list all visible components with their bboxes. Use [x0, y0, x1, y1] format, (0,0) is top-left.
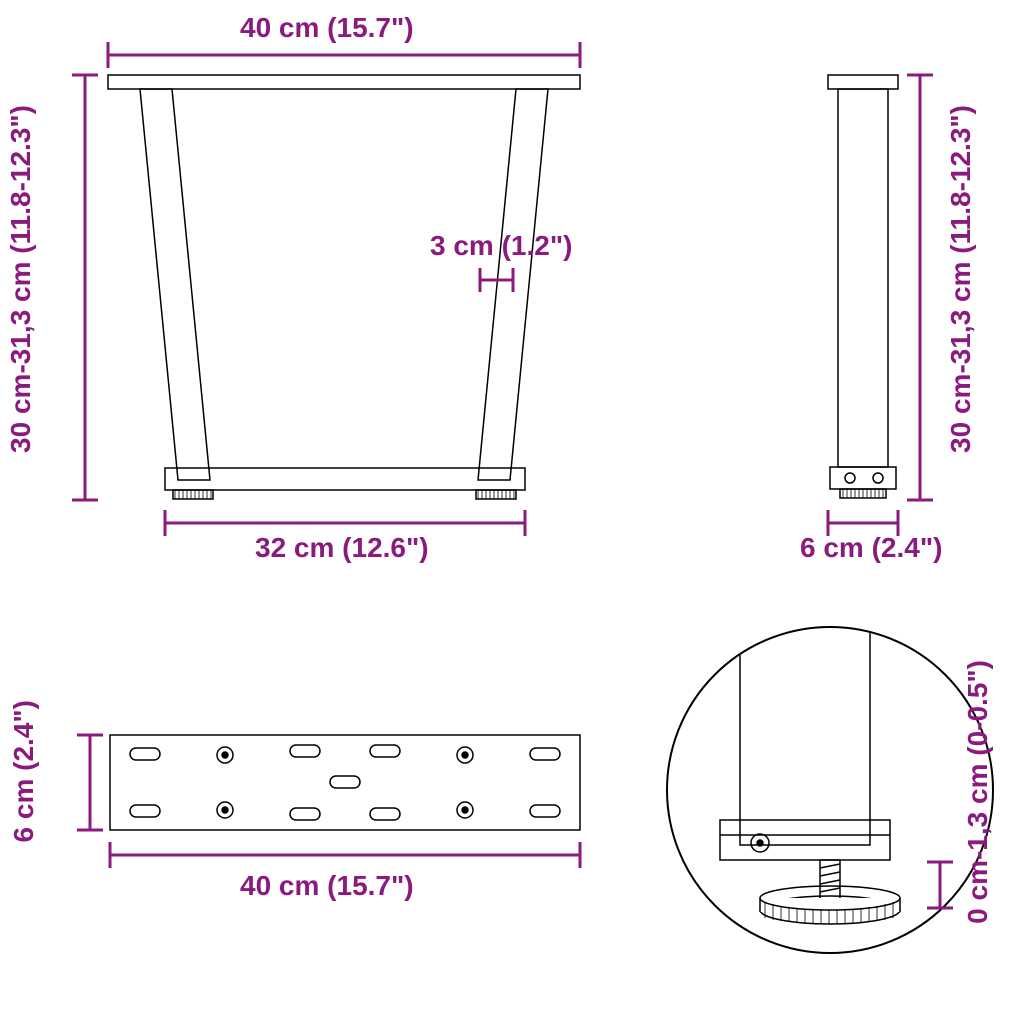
side-view	[828, 75, 898, 498]
front-dimensions	[72, 42, 580, 536]
front-view	[108, 75, 580, 499]
label-right-height: 30 cm-31,3 cm (11.8-12.3")	[945, 105, 977, 453]
plate-dimensions	[77, 735, 580, 868]
label-left-height: 30 cm-31,3 cm (11.8-12.3")	[5, 105, 37, 453]
detail-view	[667, 600, 993, 953]
label-front-bottom: 32 cm (12.6")	[255, 532, 429, 564]
label-top-width: 40 cm (15.7")	[240, 12, 414, 44]
label-leg-thickness: 3 cm (1.2")	[430, 230, 572, 262]
label-side-depth: 6 cm (2.4")	[800, 532, 942, 564]
label-plate-width: 40 cm (15.7")	[240, 870, 414, 902]
label-plate-depth: 6 cm (2.4")	[8, 700, 40, 842]
plate-view	[110, 735, 580, 830]
label-adjuster: 0 cm-1,3 cm (0-0.5")	[962, 660, 994, 924]
